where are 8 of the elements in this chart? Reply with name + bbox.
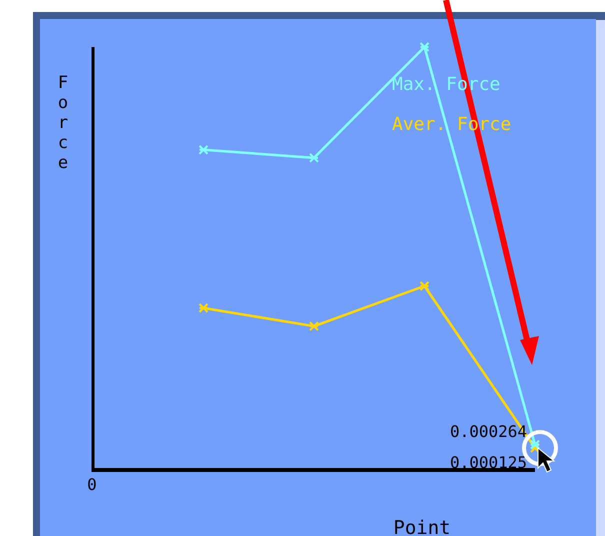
y-axis-title: Force: [58, 73, 68, 173]
annotation: 0.000125: [450, 453, 527, 472]
point: [420, 280, 430, 291]
x-axis-title: Point: [393, 517, 451, 536]
point: [420, 42, 430, 52]
point: [309, 321, 319, 332]
text: 0: [87, 475, 97, 494]
point: [309, 152, 319, 163]
